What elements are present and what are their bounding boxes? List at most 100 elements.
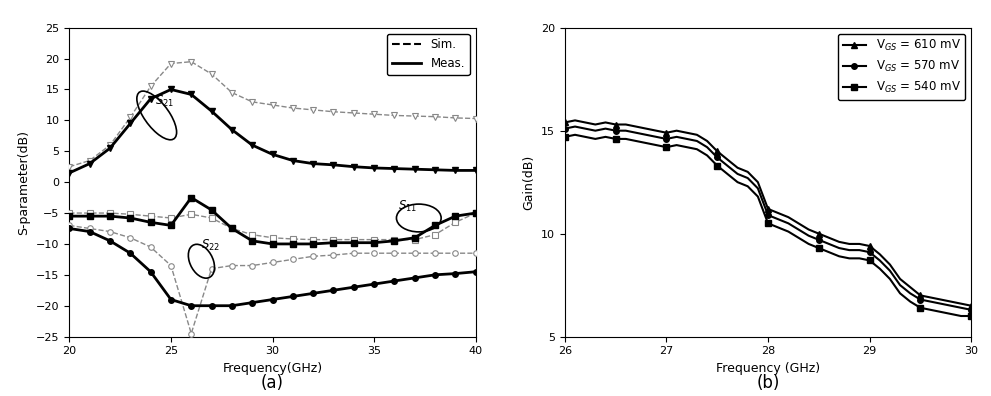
V$_{GS}$ = 610 mV xyxy=(945,299,957,304)
Legend: Sim., Meas.: Sim., Meas. xyxy=(386,34,470,75)
V$_{GS}$ = 540 mV xyxy=(640,141,652,145)
V$_{GS}$ = 570 mV xyxy=(762,213,774,217)
V$_{GS}$ = 570 mV xyxy=(782,221,794,226)
V$_{GS}$ = 540 mV xyxy=(843,256,855,261)
V$_{GS}$ = 570 mV xyxy=(569,124,581,129)
V$_{GS}$ = 540 mV xyxy=(620,137,632,141)
V$_{GS}$ = 540 mV xyxy=(702,153,714,158)
Text: $S_{22}$: $S_{22}$ xyxy=(201,238,221,253)
V$_{GS}$ = 610 mV xyxy=(620,122,632,127)
V$_{GS}$ = 540 mV xyxy=(782,229,794,234)
Text: (b): (b) xyxy=(756,374,780,392)
V$_{GS}$ = 540 mV xyxy=(884,276,896,281)
V$_{GS}$ = 540 mV xyxy=(600,135,611,139)
V$_{GS}$ = 540 mV xyxy=(965,314,977,318)
V$_{GS}$ = 610 mV xyxy=(702,139,714,143)
V$_{GS}$ = 540 mV xyxy=(824,250,835,255)
V$_{GS}$ = 540 mV xyxy=(925,307,936,312)
V$_{GS}$ = 610 mV xyxy=(915,293,927,298)
V$_{GS}$ = 570 mV xyxy=(721,163,733,168)
V$_{GS}$ = 540 mV xyxy=(955,314,967,318)
V$_{GS}$ = 570 mV xyxy=(650,135,662,139)
V$_{GS}$ = 540 mV xyxy=(813,246,825,250)
V$_{GS}$ = 570 mV xyxy=(712,155,723,160)
V$_{GS}$ = 570 mV xyxy=(863,250,876,255)
V$_{GS}$ = 610 mV xyxy=(650,128,662,133)
V$_{GS}$ = 540 mV xyxy=(661,145,673,150)
V$_{GS}$ = 570 mV xyxy=(874,258,886,263)
V$_{GS}$ = 540 mV xyxy=(609,137,621,141)
V$_{GS}$ = 610 mV xyxy=(609,122,621,127)
Text: $S_{11}$: $S_{11}$ xyxy=(398,199,417,214)
V$_{GS}$ = 610 mV xyxy=(671,128,683,133)
V$_{GS}$ = 570 mV xyxy=(833,246,845,250)
V$_{GS}$ = 540 mV xyxy=(833,254,845,259)
V$_{GS}$ = 610 mV xyxy=(579,120,591,125)
V$_{GS}$ = 610 mV xyxy=(813,231,825,236)
V$_{GS}$ = 570 mV xyxy=(904,291,916,296)
V$_{GS}$ = 570 mV xyxy=(630,130,642,135)
V$_{GS}$ = 610 mV xyxy=(853,242,865,246)
Line: V$_{GS}$ = 540 mV: V$_{GS}$ = 540 mV xyxy=(562,132,974,319)
Line: V$_{GS}$ = 570 mV: V$_{GS}$ = 570 mV xyxy=(562,124,974,312)
V$_{GS}$ = 570 mV xyxy=(843,248,855,253)
V$_{GS}$ = 570 mV xyxy=(671,135,683,139)
V$_{GS}$ = 610 mV xyxy=(661,130,673,135)
V$_{GS}$ = 540 mV xyxy=(630,139,642,143)
V$_{GS}$ = 610 mV xyxy=(803,227,815,232)
V$_{GS}$ = 570 mV xyxy=(590,128,602,133)
V$_{GS}$ = 570 mV xyxy=(600,126,611,131)
V$_{GS}$ = 540 mV xyxy=(671,143,683,147)
V$_{GS}$ = 610 mV xyxy=(772,211,784,215)
V$_{GS}$ = 540 mV xyxy=(935,310,946,314)
Line: V$_{GS}$ = 610 mV: V$_{GS}$ = 610 mV xyxy=(562,118,974,308)
V$_{GS}$ = 610 mV xyxy=(590,122,602,127)
V$_{GS}$ = 570 mV xyxy=(640,132,652,137)
V$_{GS}$ = 570 mV xyxy=(965,307,977,312)
V$_{GS}$ = 570 mV xyxy=(609,128,621,133)
V$_{GS}$ = 540 mV xyxy=(691,147,703,152)
V$_{GS}$ = 610 mV xyxy=(762,207,774,211)
V$_{GS}$ = 540 mV xyxy=(590,137,602,141)
X-axis label: Frequency(GHz): Frequency(GHz) xyxy=(222,362,323,375)
V$_{GS}$ = 570 mV xyxy=(955,305,967,310)
V$_{GS}$ = 540 mV xyxy=(559,135,571,139)
V$_{GS}$ = 610 mV xyxy=(742,169,754,174)
V$_{GS}$ = 570 mV xyxy=(752,186,764,191)
V$_{GS}$ = 610 mV xyxy=(630,124,642,129)
V$_{GS}$ = 570 mV xyxy=(793,227,805,232)
V$_{GS}$ = 570 mV xyxy=(691,139,703,143)
V$_{GS}$ = 610 mV xyxy=(833,240,845,244)
V$_{GS}$ = 570 mV xyxy=(661,137,673,141)
V$_{GS}$ = 610 mV xyxy=(955,301,967,306)
V$_{GS}$ = 610 mV xyxy=(559,120,571,125)
V$_{GS}$ = 610 mV xyxy=(793,221,805,226)
V$_{GS}$ = 570 mV xyxy=(915,297,927,302)
V$_{GS}$ = 610 mV xyxy=(935,297,946,302)
V$_{GS}$ = 540 mV xyxy=(752,194,764,199)
V$_{GS}$ = 610 mV xyxy=(681,130,693,135)
V$_{GS}$ = 570 mV xyxy=(945,303,957,308)
V$_{GS}$ = 570 mV xyxy=(894,283,906,287)
V$_{GS}$ = 540 mV xyxy=(772,225,784,230)
V$_{GS}$ = 610 mV xyxy=(600,120,611,125)
V$_{GS}$ = 540 mV xyxy=(874,266,886,271)
X-axis label: Frequency (GHz): Frequency (GHz) xyxy=(716,362,821,375)
V$_{GS}$ = 610 mV xyxy=(721,157,733,162)
V$_{GS}$ = 540 mV xyxy=(762,221,774,226)
V$_{GS}$ = 610 mV xyxy=(965,303,977,308)
V$_{GS}$ = 610 mV xyxy=(904,285,916,289)
V$_{GS}$ = 570 mV xyxy=(813,238,825,242)
V$_{GS}$ = 540 mV xyxy=(904,299,916,304)
V$_{GS}$ = 540 mV xyxy=(721,171,733,176)
V$_{GS}$ = 540 mV xyxy=(863,258,876,263)
V$_{GS}$ = 610 mV xyxy=(569,118,581,123)
Y-axis label: Gain(dB): Gain(dB) xyxy=(522,154,535,210)
Legend: V$_{GS}$ = 610 mV, V$_{GS}$ = 570 mV, V$_{GS}$ = 540 mV: V$_{GS}$ = 610 mV, V$_{GS}$ = 570 mV, V$… xyxy=(837,34,965,100)
V$_{GS}$ = 610 mV xyxy=(712,149,723,154)
V$_{GS}$ = 570 mV xyxy=(559,126,571,131)
V$_{GS}$ = 610 mV xyxy=(925,295,936,300)
V$_{GS}$ = 570 mV xyxy=(681,137,693,141)
V$_{GS}$ = 540 mV xyxy=(853,256,865,261)
V$_{GS}$ = 610 mV xyxy=(874,252,886,257)
